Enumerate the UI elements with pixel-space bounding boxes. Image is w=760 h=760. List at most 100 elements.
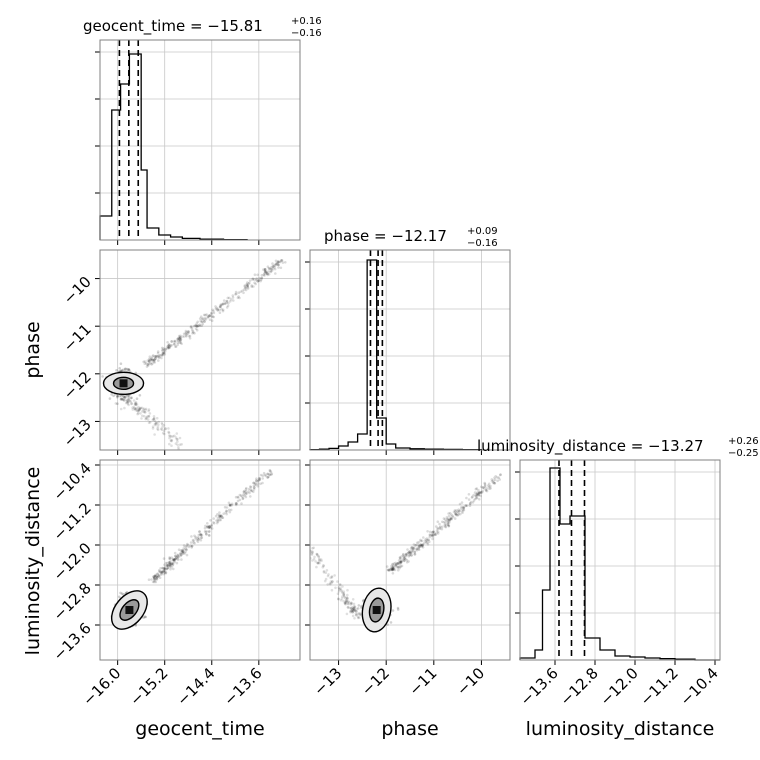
sample-point: [254, 481, 257, 485]
sample-point: [396, 565, 399, 568]
sample-point: [252, 481, 256, 485]
sample-point: [264, 270, 268, 274]
sample-point: [124, 367, 127, 371]
sample-point: [184, 545, 187, 548]
sample-point: [464, 504, 468, 508]
sample-point: [426, 542, 430, 546]
sample-point: [353, 617, 356, 620]
sample-point: [154, 357, 157, 360]
sample-point: [448, 511, 452, 515]
sample-point: [330, 588, 334, 592]
sample-point: [134, 403, 138, 407]
sample-point: [178, 340, 182, 343]
sample-point: [191, 331, 194, 335]
sample-point: [210, 315, 213, 318]
sample-point: [161, 352, 165, 355]
sample-point: [116, 394, 119, 398]
sample-point: [244, 286, 248, 290]
sample-point: [153, 578, 156, 581]
sample-point: [409, 551, 412, 555]
sample-point: [242, 490, 245, 494]
sample-point: [344, 601, 347, 605]
sample-point: [148, 355, 152, 359]
sample-point: [436, 527, 440, 531]
sample-point: [227, 508, 231, 512]
sample-point: [271, 268, 274, 272]
sample-point: [360, 606, 363, 609]
sample-point: [192, 324, 196, 328]
sample-point: [204, 318, 208, 321]
sample-point: [197, 538, 200, 541]
sample-point: [143, 360, 147, 363]
sample-point: [404, 554, 408, 557]
sample-point: [180, 342, 183, 346]
sample-point: [173, 434, 176, 438]
sample-point: [123, 396, 127, 399]
sample-point: [485, 489, 489, 493]
sample-point: [151, 425, 155, 429]
sample-point: [184, 332, 187, 335]
sample-point: [187, 545, 191, 549]
sample-point: [400, 559, 403, 563]
sample-point: [176, 337, 179, 341]
sample-point: [405, 560, 409, 564]
sample-point: [284, 261, 287, 264]
sample-point: [351, 610, 355, 614]
sample-point: [152, 575, 155, 579]
sample-point: [353, 605, 357, 608]
sample-point: [422, 536, 425, 539]
sample-point: [230, 502, 234, 506]
sample-point: [179, 338, 182, 342]
sample-point: [467, 493, 471, 496]
sample-point: [249, 485, 252, 488]
sample-point: [356, 612, 360, 616]
sample-point: [155, 576, 158, 580]
sample-point: [349, 603, 353, 606]
sample-point: [152, 577, 156, 580]
sample-point: [417, 543, 420, 547]
sample-point: [454, 512, 458, 516]
sample-point: [412, 547, 416, 550]
sample-point: [144, 407, 148, 411]
sample-point: [164, 571, 168, 575]
sample-point: [146, 415, 149, 418]
sample-point: [391, 565, 395, 569]
sample-point: [170, 556, 173, 559]
sample-point: [119, 407, 123, 411]
sample-point: [186, 542, 189, 546]
sample-point: [410, 551, 414, 554]
sample-point: [431, 530, 435, 534]
sample-point: [419, 543, 422, 547]
sample-point: [276, 260, 280, 264]
sample-point: [127, 396, 130, 399]
sample-point: [206, 525, 209, 528]
sample-point: [493, 476, 496, 480]
sample-point: [434, 533, 438, 536]
sample-point: [165, 564, 169, 567]
sample-point: [218, 515, 222, 519]
sample-point: [185, 332, 188, 336]
sample-point: [178, 443, 182, 447]
sample-point: [389, 621, 393, 624]
sample-point: [167, 344, 170, 347]
sample-point: [181, 550, 185, 554]
sample-point: [108, 397, 112, 400]
sample-point: [467, 498, 471, 501]
sample-point: [158, 354, 162, 357]
sample-point: [391, 568, 395, 571]
sample-point: [194, 324, 197, 327]
sample-point: [127, 368, 130, 371]
sample-point: [204, 313, 207, 317]
sample-point: [436, 532, 440, 535]
sample-point: [345, 599, 348, 603]
sample-point: [135, 409, 139, 412]
sample-point: [260, 273, 264, 277]
sample-point: [112, 394, 115, 398]
sample-point: [121, 398, 125, 401]
sample-point: [218, 514, 222, 518]
sample-point: [179, 336, 182, 339]
sample-point: [155, 578, 159, 581]
sample-point: [389, 567, 392, 571]
sample-point: [430, 534, 434, 537]
sample-point: [355, 610, 358, 613]
